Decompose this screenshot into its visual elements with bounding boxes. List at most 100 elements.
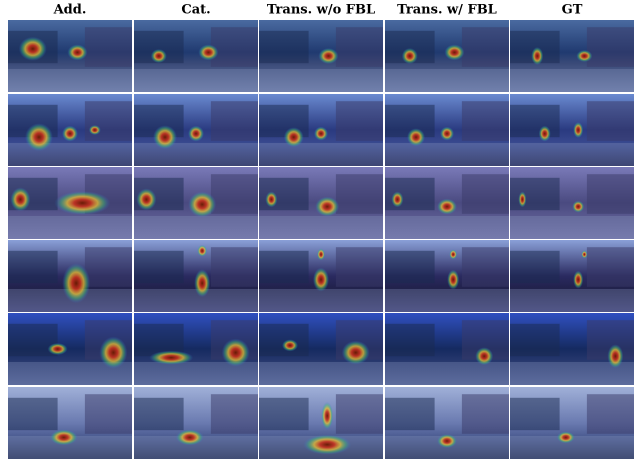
trees — [259, 323, 309, 357]
trees — [385, 397, 435, 431]
building — [210, 101, 258, 141]
road — [510, 68, 634, 92]
attention-heatmap — [315, 196, 340, 217]
road — [510, 288, 634, 312]
attention-heatmap — [47, 343, 68, 355]
building — [210, 247, 258, 287]
attention-heatmap — [99, 336, 128, 369]
attention-heatmap — [437, 434, 457, 448]
road — [134, 215, 258, 239]
road — [8, 435, 132, 459]
attention-heatmap — [54, 191, 111, 215]
road — [134, 68, 258, 92]
road — [385, 361, 509, 385]
building — [210, 27, 258, 67]
attention-heatmap — [444, 44, 465, 61]
trees — [385, 250, 435, 284]
road — [134, 142, 258, 166]
road — [8, 142, 132, 166]
column-header: Add. — [53, 3, 87, 18]
attention-heatmap — [437, 198, 457, 215]
road — [259, 215, 383, 239]
attention-heatmap — [317, 248, 325, 261]
column-header: Trans. w/o FBL — [267, 3, 375, 18]
road — [259, 361, 383, 385]
attention-heatmap — [197, 244, 208, 257]
road — [134, 435, 258, 459]
attention-heatmap — [303, 434, 352, 455]
attention-heatmap — [321, 401, 334, 430]
attention-heatmap — [318, 48, 339, 64]
road — [510, 361, 634, 385]
attention-heatmap — [581, 250, 588, 259]
attention-heatmap — [573, 270, 584, 289]
road — [8, 361, 132, 385]
building — [461, 394, 509, 434]
attention-heatmap — [194, 269, 211, 298]
attention-heatmap — [538, 125, 551, 142]
road — [8, 215, 132, 239]
trees — [259, 30, 309, 64]
column-header: Trans. w/ FBL — [397, 3, 497, 18]
attention-heatmap — [531, 47, 544, 65]
attention-heatmap — [149, 350, 194, 365]
attention-heatmap — [282, 339, 298, 352]
trees — [259, 250, 309, 284]
trees — [134, 397, 184, 431]
building — [84, 394, 132, 434]
attention-heatmap — [18, 36, 47, 61]
attention-heatmap — [62, 263, 91, 304]
building — [461, 101, 509, 141]
building — [586, 101, 634, 141]
trees — [510, 104, 560, 138]
road — [510, 435, 634, 459]
attention-heatmap — [440, 126, 454, 141]
attention-heatmap — [341, 340, 370, 365]
attention-heatmap — [573, 122, 584, 138]
attention-heatmap — [556, 431, 575, 444]
trees — [510, 177, 560, 211]
road — [259, 68, 383, 92]
road — [385, 215, 509, 239]
attention-heatmap — [221, 338, 250, 367]
building — [84, 247, 132, 287]
trees — [8, 397, 58, 431]
attention-heatmap — [391, 191, 404, 208]
road — [259, 288, 383, 312]
building — [586, 174, 634, 214]
building — [461, 27, 509, 67]
building — [335, 247, 383, 287]
road — [385, 142, 509, 166]
attention-heatmap — [475, 347, 494, 366]
trees — [385, 177, 435, 211]
attention-heatmap — [188, 125, 204, 142]
building — [84, 27, 132, 67]
attention-heatmap — [447, 269, 460, 290]
attention-heatmap — [265, 191, 278, 208]
attention-heatmap — [407, 128, 425, 147]
attention-heatmap — [607, 344, 624, 369]
attention-heatmap — [25, 123, 53, 152]
attention-heatmap — [153, 125, 177, 150]
attention-heatmap — [314, 126, 328, 141]
trees — [259, 177, 309, 211]
trees — [8, 250, 58, 284]
trees — [510, 323, 560, 357]
building — [335, 101, 383, 141]
building — [335, 174, 383, 214]
trees — [510, 250, 560, 284]
road — [510, 142, 634, 166]
building — [335, 394, 383, 434]
trees — [259, 397, 309, 431]
road — [134, 361, 258, 385]
attention-heatmap — [283, 127, 304, 148]
attention-heatmap — [67, 44, 88, 61]
attention-heatmap — [198, 44, 219, 61]
road — [385, 68, 509, 92]
attention-heatmap — [313, 267, 329, 292]
road — [8, 68, 132, 92]
attention-heatmap — [136, 188, 157, 211]
attention-heatmap — [88, 125, 101, 135]
